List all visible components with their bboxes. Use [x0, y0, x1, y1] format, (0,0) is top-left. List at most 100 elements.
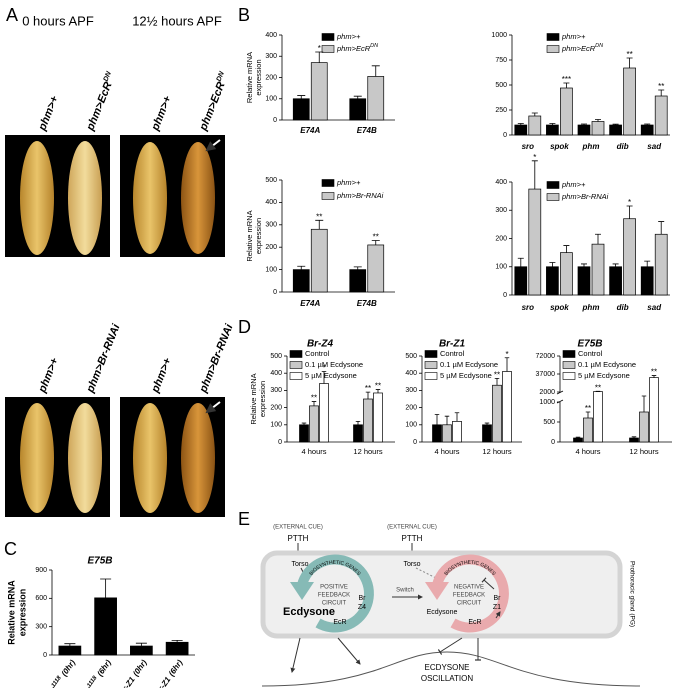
category-suffix: (0hr) [60, 658, 78, 678]
legend-text: phm>EcR [561, 44, 596, 53]
chart: 0 250 500 750 1000 phm>+ phm>EcRDN sro *** spok ph… [491, 32, 670, 151]
legend-label: phm>EcRDN [561, 43, 603, 53]
error-bar [135, 642, 147, 647]
genotype-label: phm>+ [149, 94, 174, 133]
x-tick-label: w1118(6hr) [83, 658, 114, 688]
error-bar [549, 123, 556, 125]
switch-label: Switch [396, 588, 414, 594]
inhibition [437, 637, 463, 655]
legend-swatch [321, 33, 335, 41]
bar [591, 121, 605, 136]
y-tick-label: 0 [278, 439, 282, 446]
br-label: Br [359, 595, 367, 602]
error-bar [563, 82, 570, 88]
legend-label: Control [440, 349, 465, 358]
legend-swatch [546, 45, 560, 53]
y-axis-label: Relative mRNA [245, 52, 254, 103]
error-bar [484, 422, 490, 425]
x-tick-label: E74A [300, 126, 320, 135]
error-bar [531, 112, 538, 116]
bar [583, 417, 593, 443]
y-tick-label: 0 [503, 292, 507, 299]
y-axis-label: Relative mRNA [249, 373, 258, 424]
category-text: hsBr-Z1 [148, 675, 173, 688]
gland-box [260, 550, 623, 639]
error-bar [504, 357, 510, 372]
category-suffix: (6hr) [167, 658, 185, 678]
bar [654, 233, 668, 296]
significance: * [322, 364, 325, 373]
pupa [133, 142, 167, 254]
y-tick-label: 100 [265, 266, 277, 273]
ptth-label: PTTH [288, 534, 309, 543]
x-tick-label: 12 hours [629, 447, 658, 456]
error-bar [517, 123, 524, 125]
error-bar [494, 377, 500, 386]
y-tick-label: 200 [265, 244, 277, 251]
significance: ** [595, 383, 601, 392]
x-tick-label: E74B [357, 126, 377, 135]
genotype-sup: DN [215, 70, 226, 83]
error-bar [549, 262, 556, 267]
y-tick-label: 300 [270, 387, 282, 394]
legend-text: phm>Br-RNAi [336, 191, 384, 200]
genotype-label: phm>EcRDN [196, 70, 232, 133]
bar [94, 597, 117, 656]
y-tick-label: 500 [405, 353, 417, 360]
hormone-label: Ecdysone [283, 606, 335, 618]
legend-text: 0.1 µM Ecdysone [440, 360, 498, 369]
genotype-label: phm>+ [36, 94, 61, 133]
category-sup: 1118 [50, 674, 62, 688]
bar [649, 377, 659, 443]
genotype-sup: DN [102, 70, 113, 83]
y-tick-label: 500 [265, 177, 277, 184]
y-tick-label: 500 [543, 419, 555, 426]
genotype-text: phm>EcR [84, 80, 115, 133]
axis-break [556, 390, 564, 395]
circuit-label: FEEDBACK [318, 593, 350, 599]
x-tick-label: sad [647, 142, 662, 151]
pupa [133, 403, 167, 513]
y-tick-label: 250 [495, 107, 507, 114]
significance: ** [375, 382, 381, 391]
panel-e: (EXTERNAL CUE) PTTH (EXTERNAL CUE) PTTH … [260, 525, 641, 687]
legend-text: phm>+ [336, 178, 361, 187]
pupa [20, 141, 54, 255]
bar [640, 124, 654, 136]
bar [502, 371, 512, 443]
bar [292, 98, 310, 121]
bar [573, 437, 583, 443]
legend-swatch [289, 350, 303, 358]
chart-title: E75B [87, 556, 112, 567]
error-bar [353, 95, 362, 99]
legend-label: 0.1 µM Ecdysone [440, 360, 498, 369]
y-tick-label: 500 [270, 353, 282, 360]
bar [560, 252, 573, 296]
y-tick-label: 0 [273, 289, 277, 296]
circuit-label: FEEDBACK [453, 593, 485, 599]
arrow [205, 401, 221, 414]
chart: 0 100 200 300 400 phm>+ phm>Br-RNAi * sro spok phm… [495, 153, 670, 312]
error-bar [311, 401, 317, 406]
x-tick-label: 12 hours [353, 447, 382, 456]
legend-label: 0.1 µM Ecdysone [578, 360, 636, 369]
error-bar [301, 422, 307, 425]
bar [432, 424, 442, 443]
bar [528, 115, 542, 136]
x-tick-label: 4 hours [301, 447, 326, 456]
bar [577, 124, 591, 136]
oscillation-label: OSCILLATION [421, 674, 474, 683]
legend-label: Control [578, 349, 603, 358]
y-tick-label: 200 [495, 235, 507, 242]
legend-swatch [546, 193, 560, 201]
error-bar [644, 123, 651, 125]
arrow [415, 567, 441, 581]
significance: *** [562, 75, 571, 84]
y-tick-label: 300 [405, 387, 417, 394]
bar [639, 411, 649, 443]
error-bar [626, 205, 633, 219]
legend-label: phm>+ [561, 180, 586, 189]
legend-swatch [424, 372, 438, 380]
